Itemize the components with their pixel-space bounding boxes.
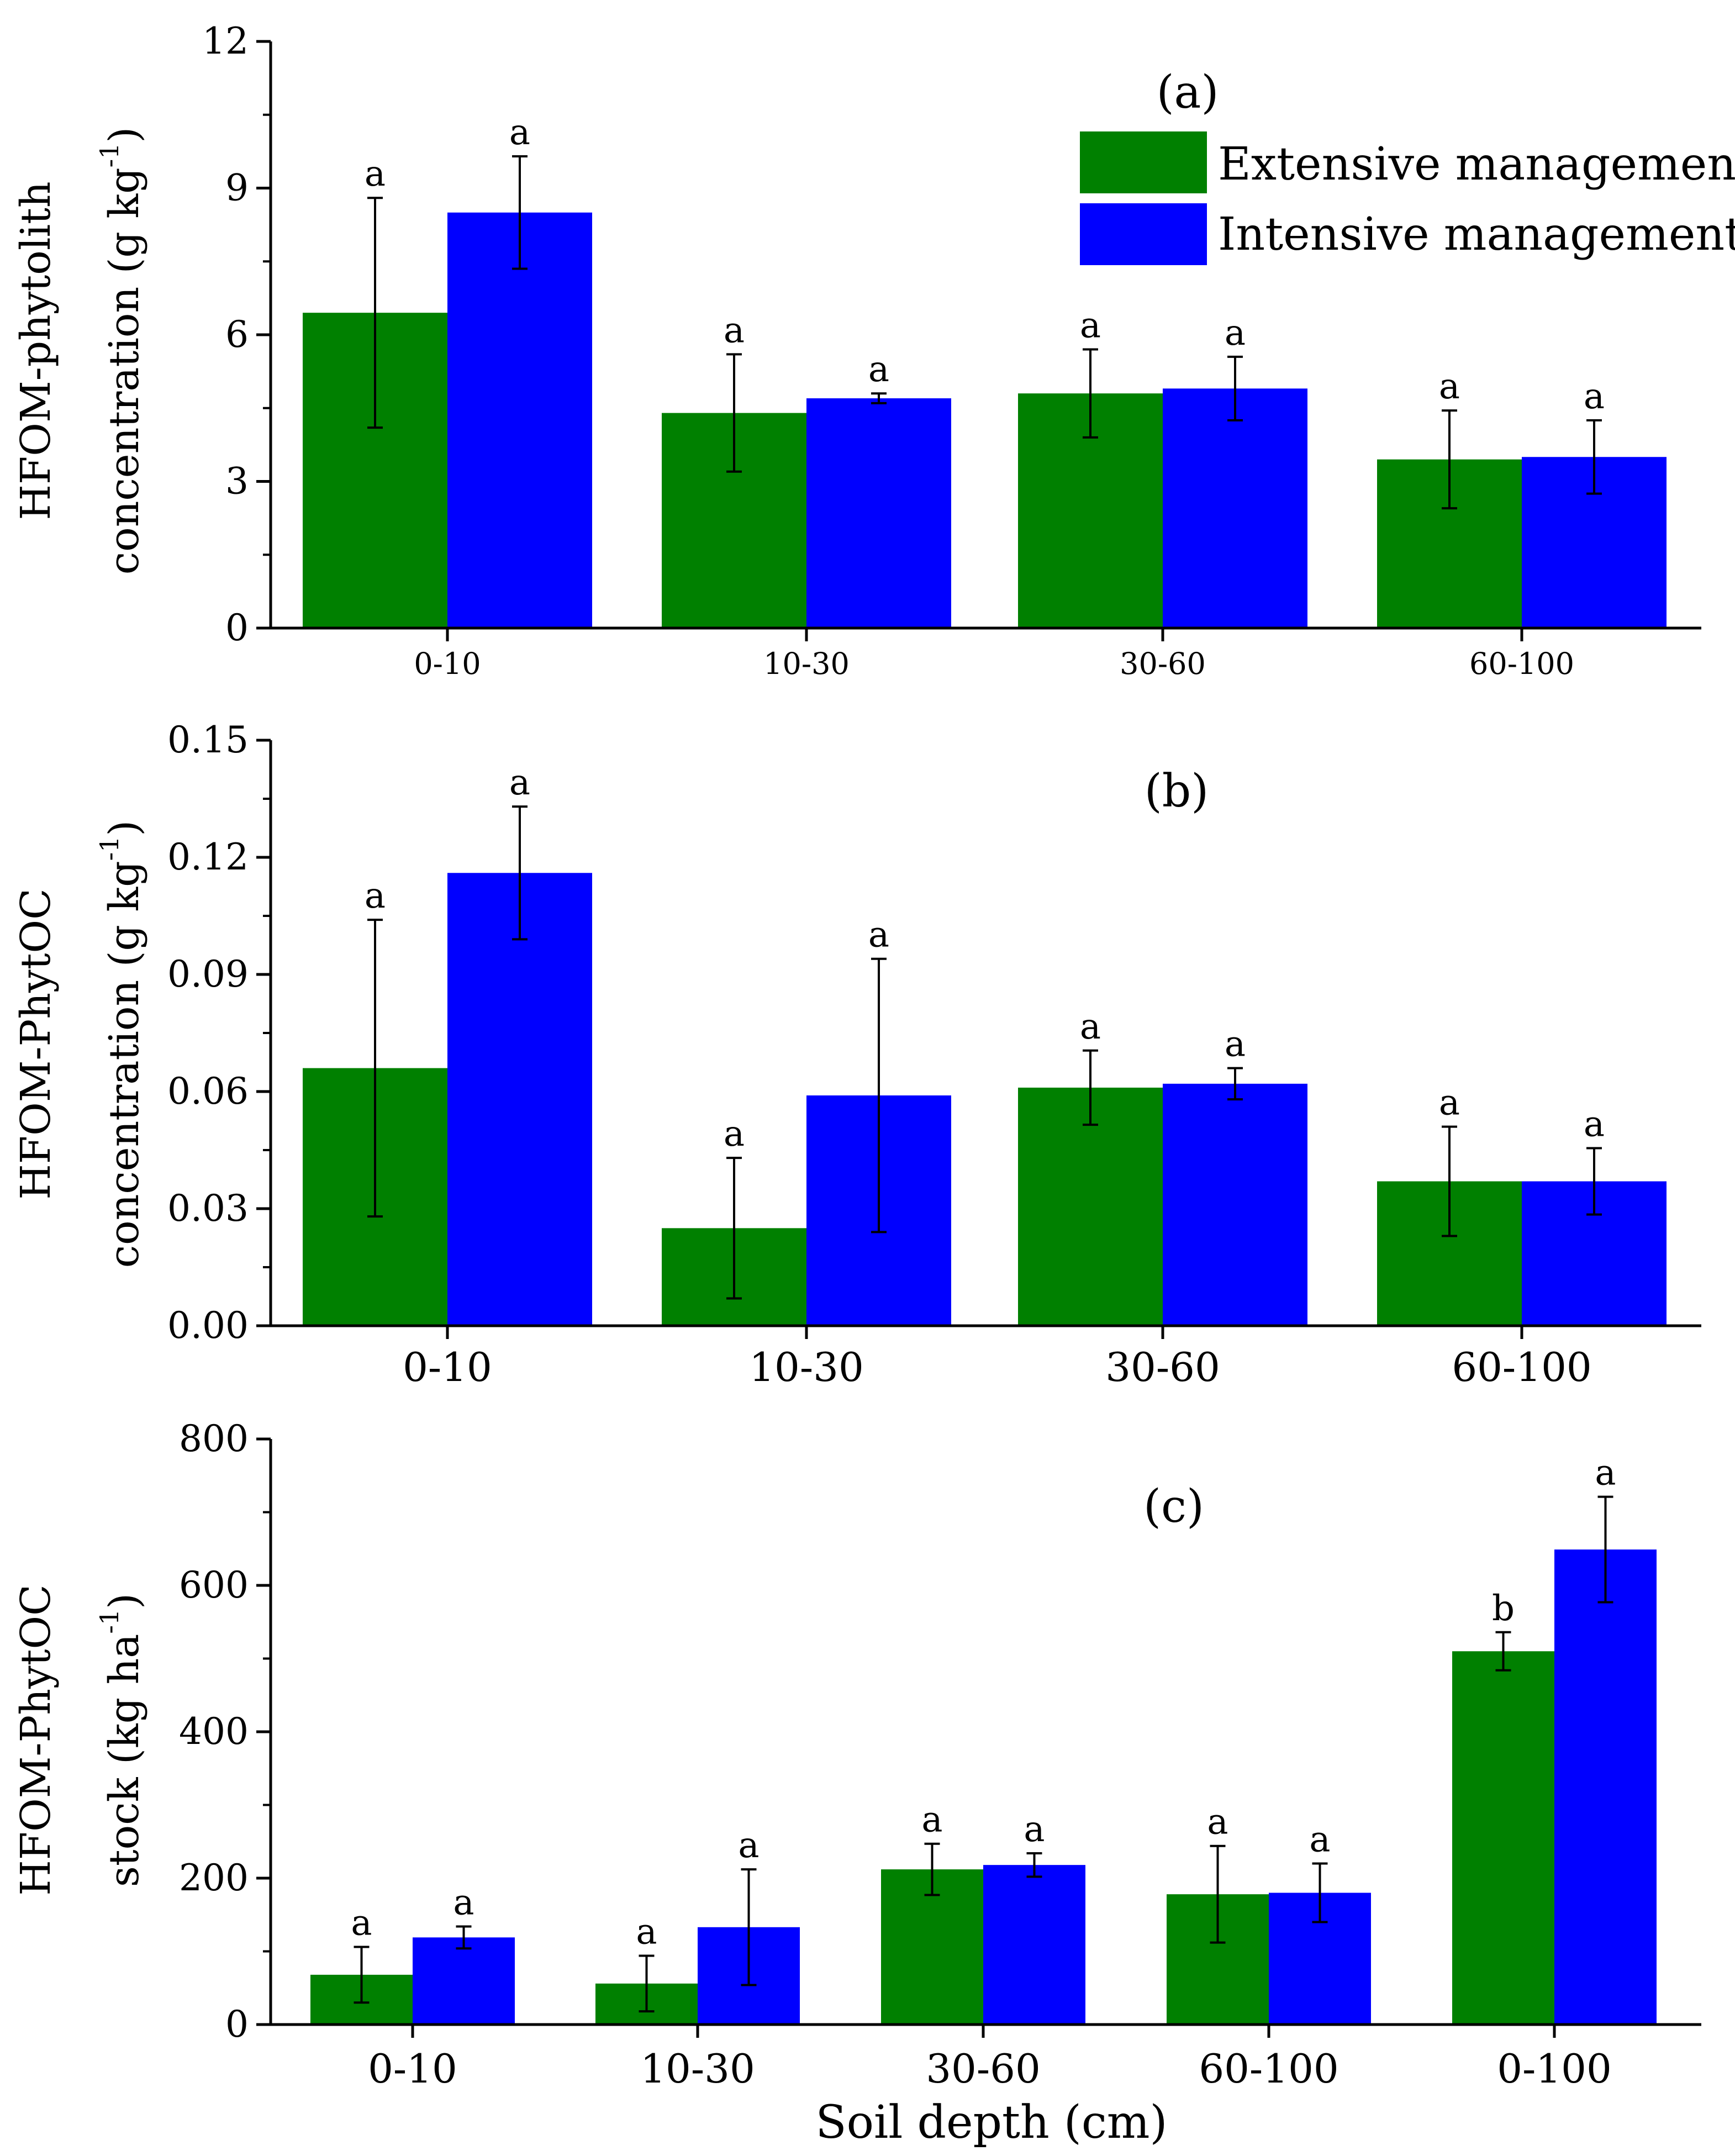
sig-letter-2-s0-0: a xyxy=(351,1903,372,1944)
panel-b-ylabel-line2-post: ) xyxy=(101,820,148,836)
sig-letter-1-s1-0: a xyxy=(509,762,530,803)
legend-label-intensive: Intensive management xyxy=(1218,208,1735,261)
sig-letter-0-s1-0: a xyxy=(509,112,530,153)
sig-letter-0-s1-2: a xyxy=(1225,313,1246,354)
x-tick-label-1-3: 60-100 xyxy=(1452,1344,1591,1390)
panel-a: (a) HFOM-phytolith concentration (g kg-1… xyxy=(12,66,1219,574)
panel-b-ylabel-line1: HFOM-PhytOC xyxy=(12,888,60,1200)
x-tick-label-0-2: 30-60 xyxy=(1120,646,1206,681)
bar-1-s1-0 xyxy=(447,873,592,1326)
sig-letter-2-s0-1: a xyxy=(636,1911,657,1952)
sig-letter-0-s1-3: a xyxy=(1584,376,1605,417)
sig-letter-1-s1-2: a xyxy=(1225,1024,1246,1065)
y-tick-label-1-1: 0.03 xyxy=(167,1187,249,1230)
y-tick-label-2-2: 400 xyxy=(179,1710,249,1753)
bar-0-s1-0 xyxy=(447,212,592,628)
x-tick-label-1-1: 10-30 xyxy=(749,1344,864,1390)
x-tick-label-2-4: 0-100 xyxy=(1497,2046,1612,2092)
bar-1-s1-2 xyxy=(1163,1083,1307,1326)
y-tick-label-1-5: 0.15 xyxy=(167,719,249,761)
x-tick-label-2-3: 60-100 xyxy=(1199,2046,1338,2092)
sig-letter-2-s1-4: a xyxy=(1595,1453,1616,1494)
panel-c-label: (c) xyxy=(1143,1480,1204,1533)
x-tick-label-2-0: 0-10 xyxy=(368,2046,457,2092)
legend-label-extensive: Extensive management xyxy=(1218,138,1735,191)
panel-a-ylabel-line2: concentration (g kg-1) xyxy=(94,127,148,575)
y-tick-label-0-1: 3 xyxy=(225,460,249,503)
y-tick-label-2-3: 600 xyxy=(179,1564,249,1606)
panel-a-ylabel-line2-post: ) xyxy=(101,127,148,143)
sig-letter-1-s0-2: a xyxy=(1080,1006,1101,1047)
y-tick-label-1-2: 0.06 xyxy=(167,1070,249,1113)
panel-b-ylabel-sup: -1 xyxy=(94,836,124,861)
y-tick-label-2-1: 200 xyxy=(179,1857,249,1899)
bar-2-s0-4 xyxy=(1452,1651,1554,2025)
bar-2-s1-0 xyxy=(413,1937,515,2025)
bar-1-s0-2 xyxy=(1018,1087,1163,1326)
sig-letter-0-s1-1: a xyxy=(868,349,889,390)
x-tick-label-0-1: 10-30 xyxy=(763,646,850,681)
bar-0-s1-1 xyxy=(806,398,951,628)
sig-letter-2-s1-3: a xyxy=(1309,1820,1330,1860)
chart-0-plot: a a a a a a a a 0 3 6 9 12 0-10 10-30 30-60 60-100 xyxy=(202,20,1701,681)
panel-c-xlabel: Soil depth (cm) xyxy=(815,2096,1167,2149)
sig-letter-1-s1-3: a xyxy=(1584,1104,1605,1145)
panel-c-ylabel-line1: HFOM-PhytOC xyxy=(12,1584,60,1896)
sig-letter-1-s0-3: a xyxy=(1439,1083,1460,1124)
panel-b: (b) HFOM-PhytOC concentration (g kg-1) xyxy=(12,765,1209,1268)
panel-a-label: (a) xyxy=(1157,66,1219,119)
bar-2-s1-2 xyxy=(983,1865,1085,2025)
y-tick-label-1-3: 0.09 xyxy=(167,953,249,995)
sig-letter-0-s0-2: a xyxy=(1080,305,1101,346)
sig-letter-1-s0-1: a xyxy=(724,1114,745,1155)
sig-letter-2-s1-0: a xyxy=(453,1882,474,1923)
y-tick-label-0-3: 9 xyxy=(225,167,249,209)
y-tick-label-0-0: 0 xyxy=(225,607,249,649)
panel-c: (c) HFOM-PhytOC stock (kg ha-1) Soil dep… xyxy=(12,1480,1204,2149)
y-tick-label-1-4: 0.12 xyxy=(167,836,249,878)
x-tick-label-1-0: 0-10 xyxy=(403,1344,492,1390)
y-tick-label-2-0: 0 xyxy=(225,2003,249,2046)
legend-swatch-intensive xyxy=(1080,203,1207,265)
sig-letter-1-s0-0: a xyxy=(365,876,386,916)
y-tick-label-0-4: 12 xyxy=(202,20,249,62)
panel-c-ylabel-line2-pre: stock (kg ha xyxy=(101,1634,148,1887)
sig-letter-2-s0-4: b xyxy=(1492,1588,1515,1629)
sig-letter-0-s0-0: a xyxy=(365,154,386,194)
x-tick-label-0-0: 0-10 xyxy=(414,646,481,681)
panel-c-ylabel-line2-post: ) xyxy=(101,1593,148,1609)
sig-letter-2-s1-1: a xyxy=(738,1825,759,1866)
y-tick-label-2-4: 800 xyxy=(179,1417,249,1460)
x-tick-label-1-2: 30-60 xyxy=(1105,1344,1220,1390)
panel-a-ylabel-line1: HFOM-phytolith xyxy=(12,181,60,520)
y-tick-label-1-0: 0.00 xyxy=(167,1304,249,1347)
chart-1-plot: a a a a a a a a 0.00 0.03 0.06 0.09 0.12 0.15 0-10 10-3… xyxy=(167,719,1701,1390)
x-tick-label-2-2: 30-60 xyxy=(926,2046,1041,2092)
bar-0-s1-2 xyxy=(1163,388,1307,628)
sig-letter-2-s1-2: a xyxy=(1024,1809,1045,1850)
sig-letter-0-s0-3: a xyxy=(1439,366,1460,407)
legend: Extensive management Intensive managemen… xyxy=(1080,131,1735,265)
panel-a-ylabel-sup: -1 xyxy=(94,143,124,168)
panel-a-ylabel-line2-pre: concentration (g kg xyxy=(101,167,148,574)
bar-2-s1-4 xyxy=(1554,1549,1657,2025)
panel-b-label: (b) xyxy=(1145,765,1209,818)
panel-b-ylabel-line2-pre: concentration (g kg xyxy=(101,861,148,1268)
panel-b-ylabel-line2: concentration (g kg-1) xyxy=(94,820,148,1268)
sig-letter-2-s0-2: a xyxy=(921,1800,942,1841)
panel-c-ylabel-sup: -1 xyxy=(94,1609,124,1634)
y-tick-label-0-2: 6 xyxy=(225,313,249,356)
x-tick-label-0-3: 60-100 xyxy=(1469,646,1574,681)
x-tick-label-2-1: 10-30 xyxy=(640,2046,755,2092)
sig-letter-2-s0-3: a xyxy=(1207,1802,1228,1843)
legend-swatch-extensive xyxy=(1080,131,1207,193)
panel-c-ylabel-line2: stock (kg ha-1) xyxy=(94,1593,148,1887)
sig-letter-0-s0-1: a xyxy=(724,310,745,351)
chart-2-plot: a a a a b a a a a a 0 200 400 600 800 0-10 10-30 30-60 60-… xyxy=(179,1417,1701,2092)
sig-letter-1-s1-1: a xyxy=(868,915,889,956)
